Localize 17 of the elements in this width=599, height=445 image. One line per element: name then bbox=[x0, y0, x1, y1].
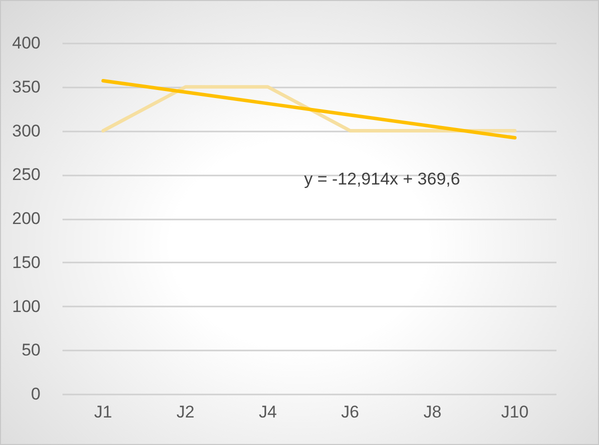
x-tick-label: J6 bbox=[341, 402, 360, 422]
x-tick-label: J8 bbox=[424, 402, 442, 422]
x-tick-label: J1 bbox=[94, 402, 112, 422]
y-tick-label: 350 bbox=[12, 77, 40, 96]
y-tick-label: 300 bbox=[12, 121, 40, 140]
y-tick-label: 0 bbox=[31, 384, 40, 404]
x-tick-label: J4 bbox=[258, 402, 277, 422]
y-tick-label: 400 bbox=[12, 34, 40, 52]
y-tick-label: 150 bbox=[12, 252, 40, 272]
x-tick-label: J10 bbox=[501, 402, 529, 422]
y-tick-label: 100 bbox=[12, 296, 40, 316]
annotation: y = -12,914x + 369,6 bbox=[304, 170, 460, 189]
y-tick-label: 200 bbox=[12, 209, 40, 228]
y-tick-label: 250 bbox=[12, 165, 40, 184]
y-tick-label: 50 bbox=[22, 340, 40, 360]
line-series bbox=[101, 78, 517, 140]
x-tick-label: J2 bbox=[176, 402, 194, 422]
